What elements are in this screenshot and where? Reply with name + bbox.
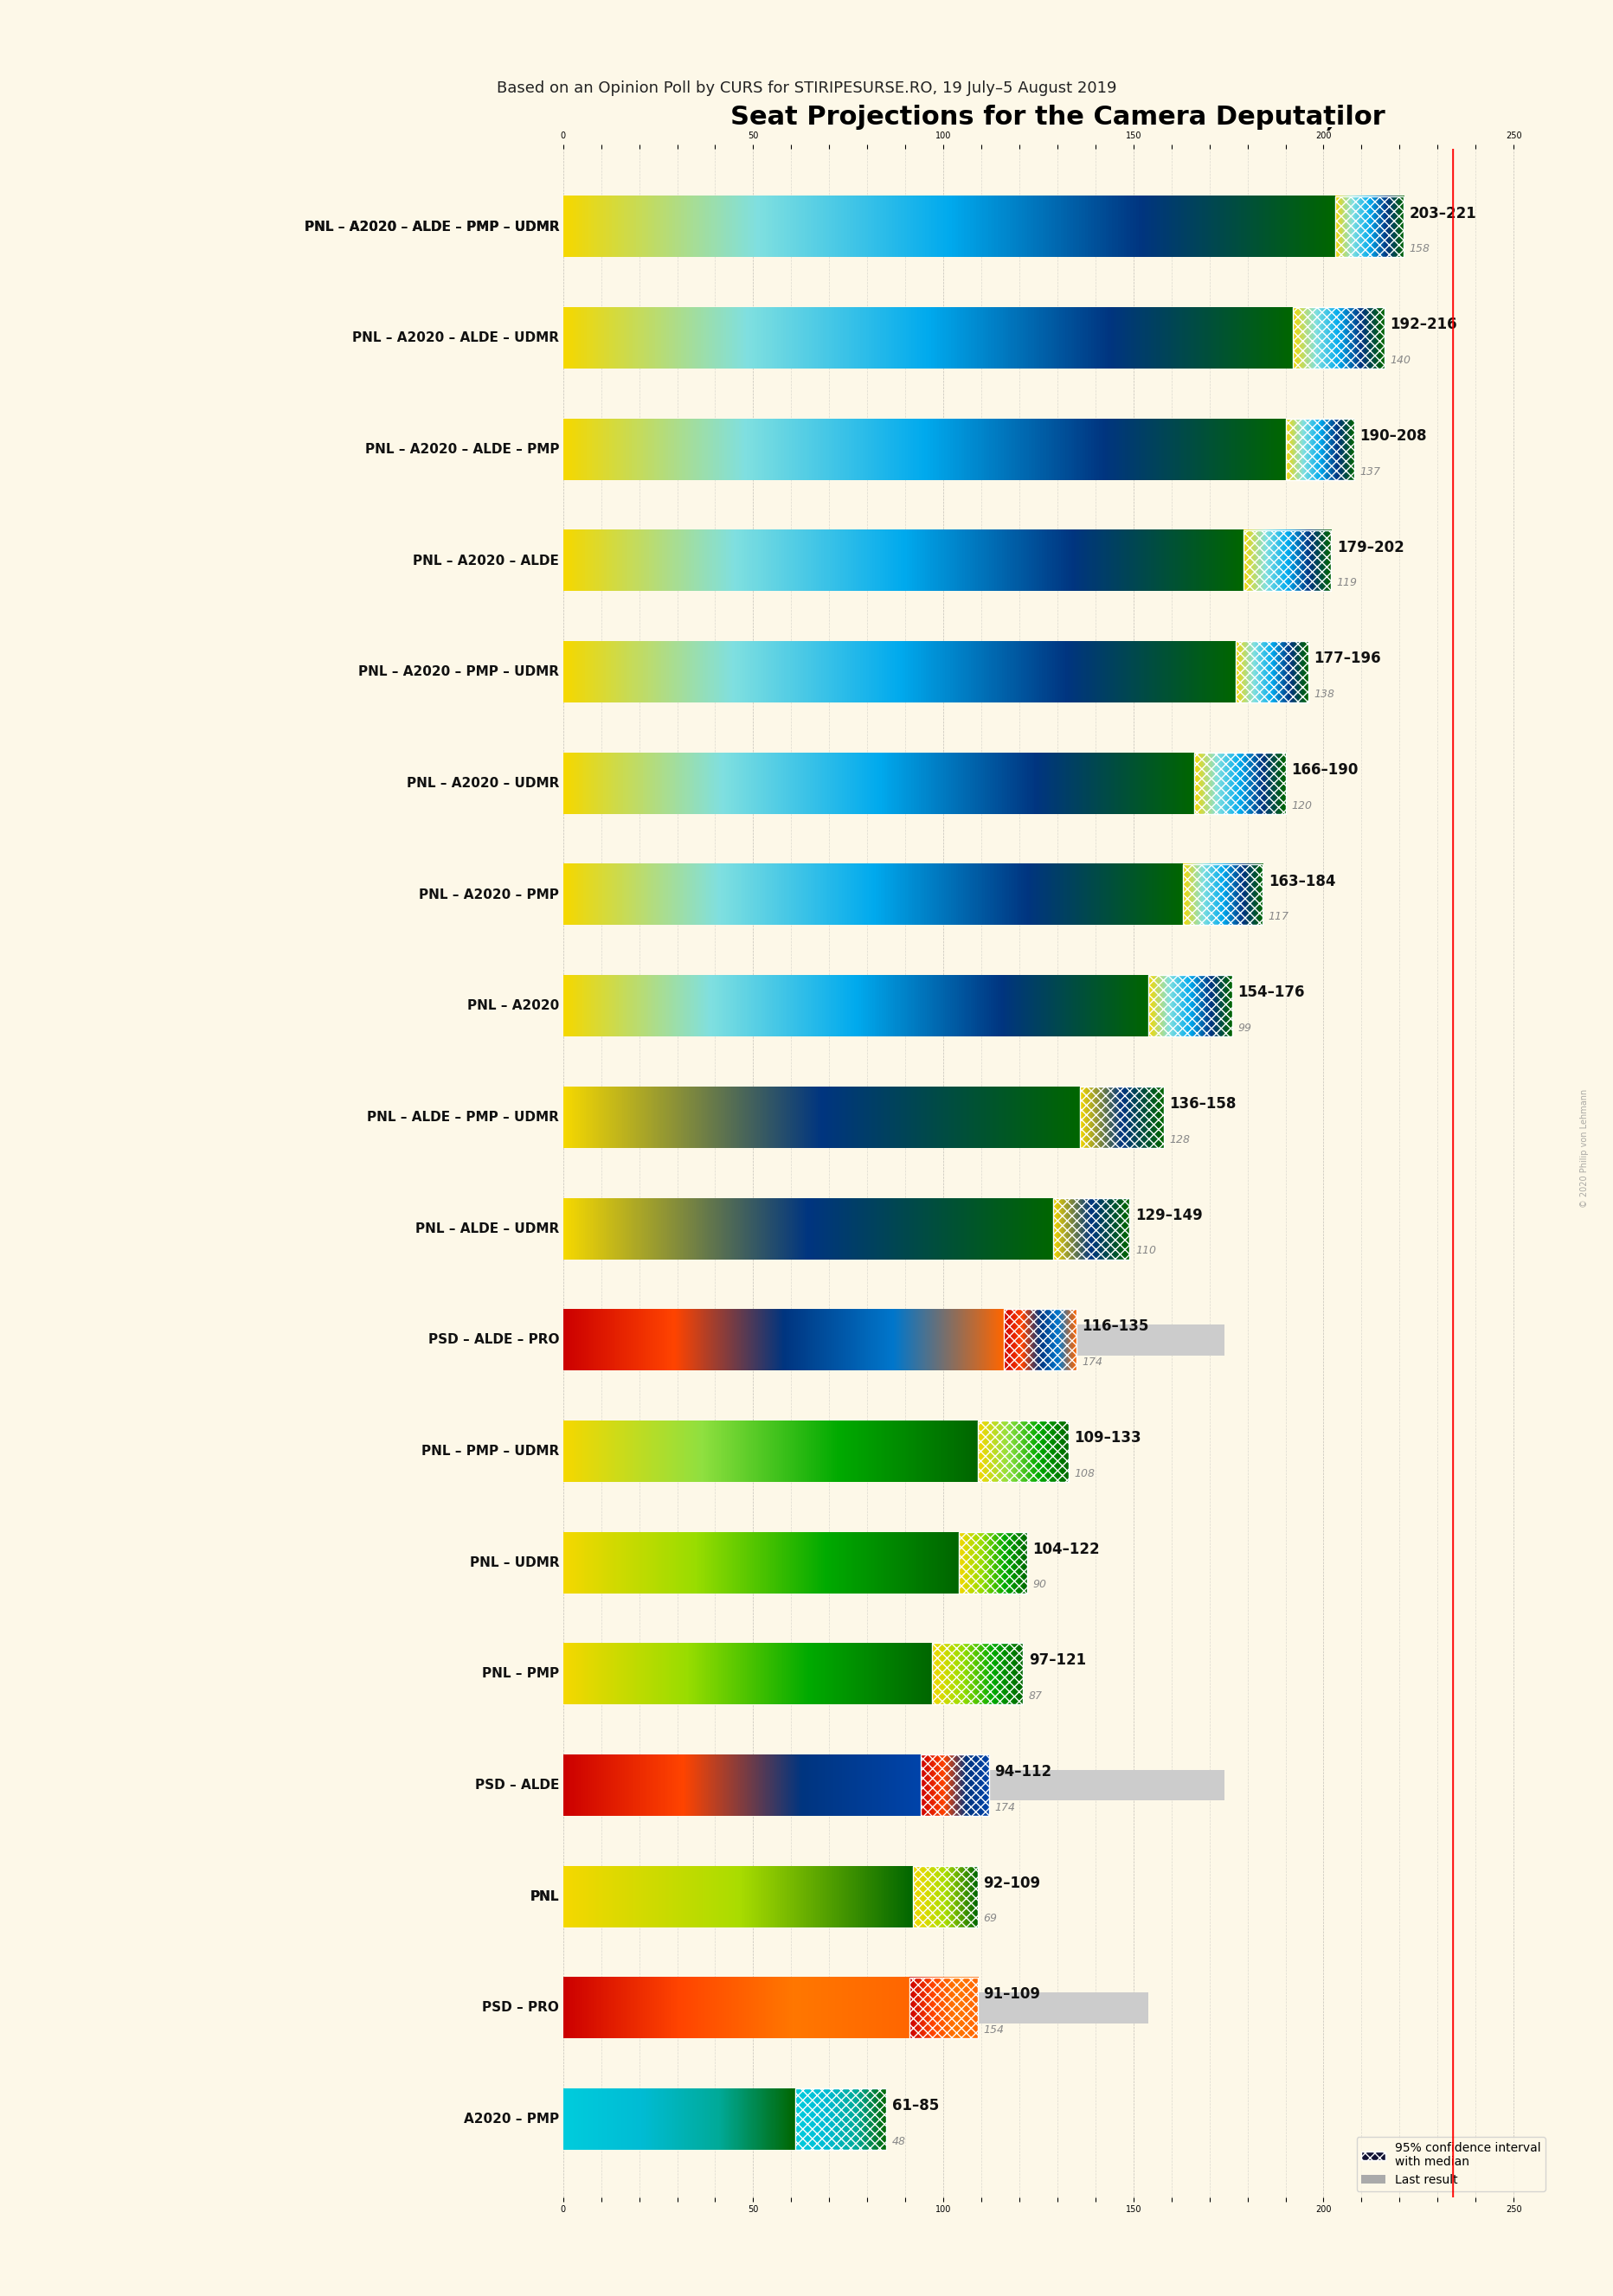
Text: 136–158: 136–158 xyxy=(1169,1095,1237,1111)
Text: PNL – A2020 – ALDE – PMP: PNL – A2020 – ALDE – PMP xyxy=(365,443,560,457)
Text: 69: 69 xyxy=(984,1913,997,1924)
Text: PSD – PRO: PSD – PRO xyxy=(482,2002,560,2014)
Text: Based on an Opinion Poll by CURS for STIRIPESURSE.RO, 19 July–5 August 2019: Based on an Opinion Poll by CURS for STI… xyxy=(497,80,1116,96)
FancyBboxPatch shape xyxy=(563,1658,894,1690)
Bar xyxy=(1236,641,1308,703)
Text: 91–109: 91–109 xyxy=(984,1986,1040,2002)
Text: PSD – ALDE: PSD – ALDE xyxy=(474,1779,560,1791)
Text: 97–121: 97–121 xyxy=(1029,1653,1086,1669)
Text: PNL: PNL xyxy=(531,1890,560,1903)
Text: PNL – UDMR: PNL – UDMR xyxy=(469,1557,560,1568)
FancyBboxPatch shape xyxy=(563,211,1165,241)
FancyBboxPatch shape xyxy=(563,767,1019,799)
Bar xyxy=(1081,1086,1165,1148)
Text: PNL – A2020 – ALDE – UDMR: PNL – A2020 – ALDE – UDMR xyxy=(353,331,560,344)
Text: 163–184: 163–184 xyxy=(1268,872,1336,889)
Text: 179–202: 179–202 xyxy=(1337,540,1403,556)
FancyBboxPatch shape xyxy=(563,1212,981,1244)
Title: Seat Projections for the Camera Deputaților: Seat Projections for the Camera Deputați… xyxy=(731,106,1386,131)
Bar xyxy=(977,1421,1069,1481)
Text: 48: 48 xyxy=(892,2135,907,2147)
FancyBboxPatch shape xyxy=(563,1880,826,1913)
Bar xyxy=(910,1977,977,2039)
Text: 190–208: 190–208 xyxy=(1360,427,1426,443)
Text: 90: 90 xyxy=(1032,1580,1047,1591)
Text: 92–109: 92–109 xyxy=(984,1876,1040,1892)
Text: 117: 117 xyxy=(1268,912,1289,923)
Bar xyxy=(1005,1309,1076,1371)
Text: 110: 110 xyxy=(1136,1244,1157,1256)
Text: 94–112: 94–112 xyxy=(995,1763,1052,1779)
Text: PSD – ALDE – PRO: PSD – ALDE – PRO xyxy=(427,1334,560,1345)
Text: 137: 137 xyxy=(1360,466,1381,478)
Text: PNL – A2020 – UDMR: PNL – A2020 – UDMR xyxy=(406,776,560,790)
FancyBboxPatch shape xyxy=(563,1770,1224,1800)
Text: PNL – A2020 – PMP – UDMR: PNL – A2020 – PMP – UDMR xyxy=(358,666,560,677)
FancyBboxPatch shape xyxy=(563,879,1008,909)
Text: © 2020 Philip von Lehmann: © 2020 Philip von Lehmann xyxy=(1581,1088,1589,1208)
Text: 138: 138 xyxy=(1315,689,1336,700)
Text: PNL – PMP – UDMR: PNL – PMP – UDMR xyxy=(421,1444,560,1458)
Bar xyxy=(1053,1199,1129,1258)
FancyBboxPatch shape xyxy=(563,1548,905,1577)
Text: 99: 99 xyxy=(1237,1022,1252,1033)
Bar xyxy=(921,1754,989,1816)
Text: 61–85: 61–85 xyxy=(892,2099,939,2115)
Bar xyxy=(1336,195,1403,257)
Legend: 95% confidence interval
with median, Last result: 95% confidence interval with median, Las… xyxy=(1357,2138,1545,2190)
Bar xyxy=(913,1867,977,1926)
Bar xyxy=(1286,418,1353,480)
Text: 177–196: 177–196 xyxy=(1315,650,1381,666)
FancyBboxPatch shape xyxy=(563,434,1084,464)
Text: 129–149: 129–149 xyxy=(1136,1208,1203,1224)
Text: PNL – A2020 – PMP: PNL – A2020 – PMP xyxy=(419,889,560,900)
FancyBboxPatch shape xyxy=(563,990,939,1022)
FancyBboxPatch shape xyxy=(563,2103,745,2135)
Text: 203–221: 203–221 xyxy=(1410,207,1476,220)
Text: 174: 174 xyxy=(995,1802,1016,1814)
FancyBboxPatch shape xyxy=(563,657,1087,687)
Text: PNL – A2020 – ALDE – PMP – UDMR: PNL – A2020 – ALDE – PMP – UDMR xyxy=(305,220,560,234)
Text: 87: 87 xyxy=(1029,1690,1042,1701)
Text: 128: 128 xyxy=(1169,1134,1190,1146)
Text: 108: 108 xyxy=(1074,1467,1095,1479)
Text: 192–216: 192–216 xyxy=(1390,317,1457,333)
Text: PNL: PNL xyxy=(531,1890,560,1903)
Bar xyxy=(795,2089,886,2149)
Text: 174: 174 xyxy=(1082,1357,1103,1368)
Text: 140: 140 xyxy=(1390,354,1411,365)
Text: PNL – A2020 – ALDE – PMP – UDMR: PNL – A2020 – ALDE – PMP – UDMR xyxy=(305,220,560,234)
Text: PNL – A2020: PNL – A2020 xyxy=(468,999,560,1013)
FancyBboxPatch shape xyxy=(563,1102,1050,1132)
Text: PNL – ALDE – UDMR: PNL – ALDE – UDMR xyxy=(416,1221,560,1235)
Text: 166–190: 166–190 xyxy=(1290,762,1358,778)
Bar xyxy=(1294,308,1384,370)
Text: PNL – PMP: PNL – PMP xyxy=(482,1667,560,1681)
Text: 119: 119 xyxy=(1337,576,1358,588)
FancyBboxPatch shape xyxy=(563,1435,974,1467)
Text: PNL – A2020 – ALDE: PNL – A2020 – ALDE xyxy=(413,553,560,567)
FancyBboxPatch shape xyxy=(563,324,1095,354)
Text: 158: 158 xyxy=(1410,243,1429,255)
Text: 120: 120 xyxy=(1290,799,1311,810)
Text: 116–135: 116–135 xyxy=(1082,1318,1148,1334)
Text: 109–133: 109–133 xyxy=(1074,1430,1142,1446)
Bar xyxy=(1194,753,1286,813)
FancyBboxPatch shape xyxy=(563,546,1016,576)
Text: 104–122: 104–122 xyxy=(1032,1541,1100,1557)
Text: PNL – ALDE – PMP – UDMR: PNL – ALDE – PMP – UDMR xyxy=(368,1111,560,1123)
Text: 154–176: 154–176 xyxy=(1237,985,1305,1001)
Text: A2020 – PMP: A2020 – PMP xyxy=(465,2112,560,2126)
Bar xyxy=(1148,976,1232,1035)
Bar xyxy=(932,1644,1023,1704)
FancyBboxPatch shape xyxy=(563,1993,1148,2023)
Text: 154: 154 xyxy=(984,2025,1003,2037)
Bar xyxy=(1182,863,1263,925)
Bar xyxy=(1244,530,1331,592)
Bar xyxy=(958,1531,1027,1593)
FancyBboxPatch shape xyxy=(563,1325,1224,1355)
